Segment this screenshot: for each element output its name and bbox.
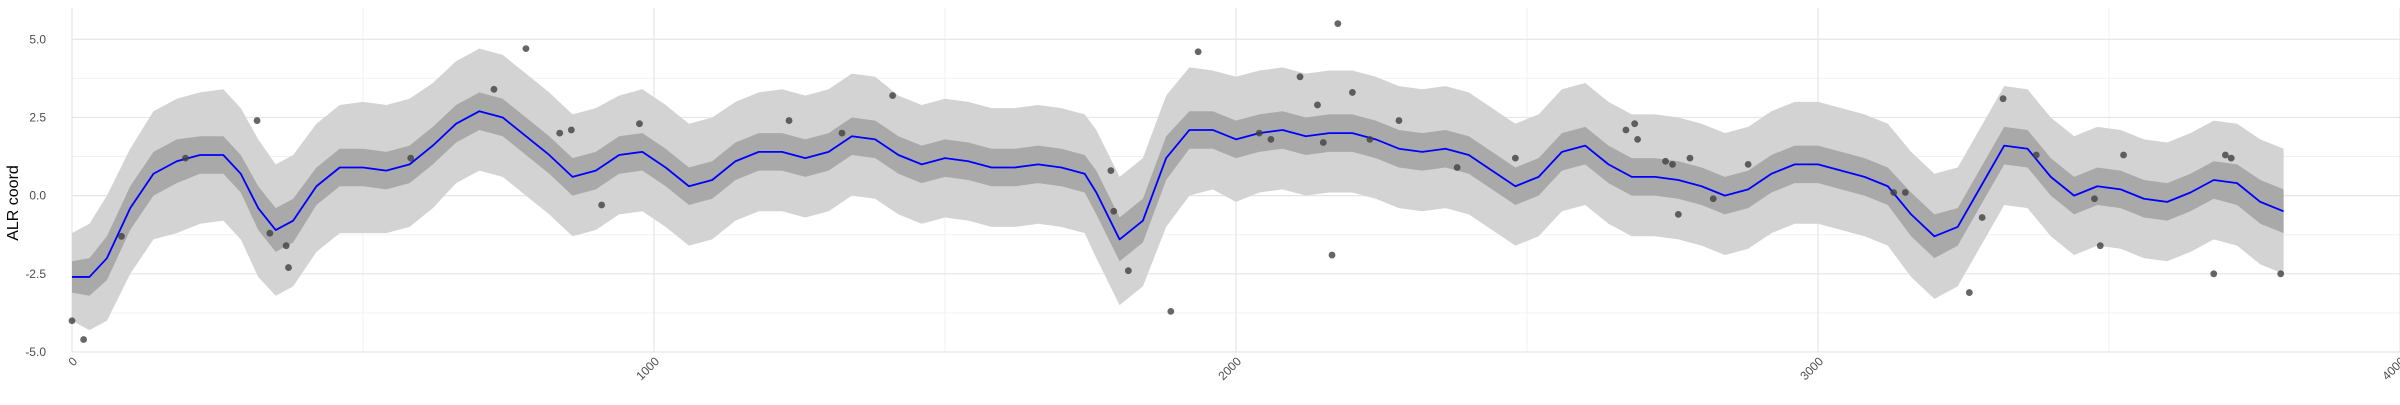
data-point <box>1296 73 1304 81</box>
data-point <box>1395 117 1403 124</box>
data-point <box>2210 270 2218 278</box>
data-point <box>1349 89 1356 96</box>
x-tick-label: 0 <box>65 354 80 369</box>
data-point <box>556 129 564 137</box>
data-point <box>1314 101 1321 109</box>
data-point <box>2032 151 2040 159</box>
data-point <box>1110 207 1118 215</box>
data-point <box>522 45 530 53</box>
data-point <box>2096 242 2104 250</box>
data-point <box>1366 135 1374 143</box>
mean-line <box>72 110 2284 278</box>
data-point <box>2227 154 2235 162</box>
data-point <box>266 229 274 237</box>
data-point <box>1267 135 1275 143</box>
inner-band-group <box>72 92 2284 296</box>
data-point <box>1124 267 1132 275</box>
data-point <box>2222 151 2229 159</box>
data-point <box>1965 289 1973 296</box>
data-point <box>2120 151 2127 159</box>
data-point <box>1686 154 1694 162</box>
data-point <box>1669 160 1676 168</box>
data-point <box>285 264 292 271</box>
y-tick-label: -5.0 <box>25 345 46 359</box>
data-point <box>182 154 189 162</box>
y-tick-label: 0.0 <box>29 189 46 203</box>
data-point <box>598 201 606 209</box>
data-point <box>1744 160 1752 168</box>
data-point <box>1631 120 1639 128</box>
data-point <box>1999 95 2007 103</box>
data-point <box>1334 20 1342 28</box>
mean-line-group <box>72 110 2284 278</box>
data-point <box>1890 189 1898 196</box>
data-point <box>1255 129 1263 137</box>
data-point <box>1901 189 1909 196</box>
outer-confidence-band <box>72 48 2284 331</box>
data-point <box>118 232 125 240</box>
data-point <box>1634 135 1641 143</box>
data-point <box>889 92 897 99</box>
y-tick-label: 2.5 <box>29 110 46 124</box>
data-point <box>1674 211 1682 218</box>
data-point <box>785 117 793 124</box>
data-point <box>68 317 76 325</box>
x-tick-labels: 0 1000 2000 3000 4000 <box>65 354 2400 383</box>
data-point <box>282 242 290 250</box>
data-point <box>636 120 643 128</box>
data-point <box>1662 157 1669 165</box>
data-point <box>1194 48 1202 56</box>
y-tick-labels: -5.0 -2.5 0.0 2.5 5.0 <box>25 32 46 359</box>
data-point <box>2091 195 2098 203</box>
inner-confidence-band <box>72 92 2284 296</box>
x-tick-label: 4000 <box>2379 354 2400 383</box>
data-point <box>1107 167 1115 175</box>
outer-band-group <box>72 48 2284 331</box>
y-axis-label: ALR coord <box>5 165 22 241</box>
data-point <box>1622 126 1630 134</box>
data-point <box>490 85 498 93</box>
data-point <box>1167 307 1175 315</box>
data-point <box>1328 251 1336 259</box>
data-point <box>2277 270 2285 278</box>
data-point <box>407 154 415 162</box>
data-point <box>1709 195 1717 203</box>
data-point <box>1978 214 1986 221</box>
data-point <box>1319 139 1327 146</box>
data-point <box>1453 164 1461 171</box>
data-point <box>1511 154 1519 162</box>
data-point <box>567 126 575 134</box>
x-tick-label: 3000 <box>1797 354 1826 383</box>
y-tick-label: 5.0 <box>29 32 46 46</box>
points-group <box>68 20 2285 343</box>
x-tick-label: 2000 <box>1215 354 1244 383</box>
data-point <box>838 129 846 137</box>
data-point <box>80 336 88 343</box>
grid-lines <box>71 8 2400 353</box>
x-tick-label: 1000 <box>633 354 662 383</box>
data-point <box>253 117 261 124</box>
y-tick-label: -2.5 <box>25 267 46 281</box>
